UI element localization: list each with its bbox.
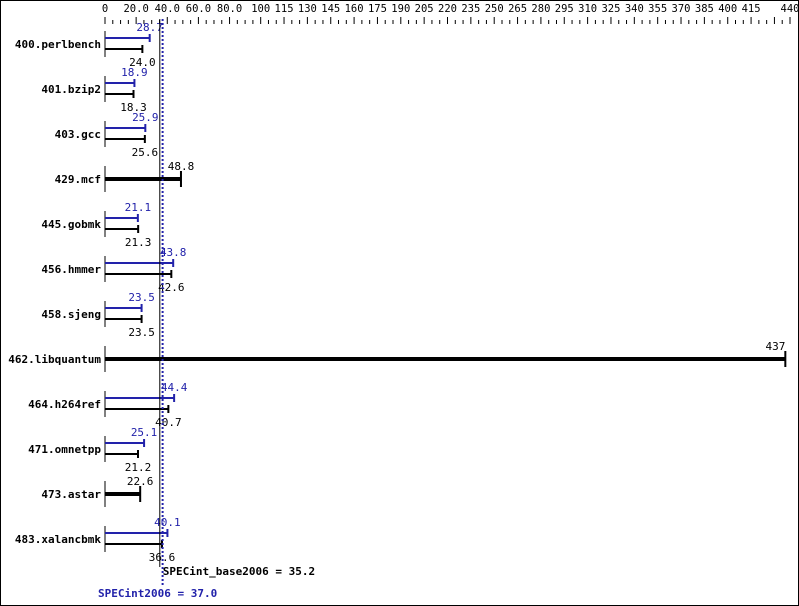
x-tick-label: 80.0 [217,3,242,15]
category-label: 464.h264ref [28,398,101,411]
category-label: 473.astar [41,488,101,501]
x-tick-label: 265 [508,3,527,15]
peak-bar [105,397,175,399]
peak-value-label: 28.7 [136,21,163,34]
peak-bar [105,262,174,264]
x-tick-label: 250 [485,3,504,15]
base-bar [105,138,145,140]
base-value-label: 48.8 [168,160,195,173]
base-bar [105,177,181,181]
category-label: 429.mcf [55,173,101,186]
base-value-label: 40.7 [155,416,182,429]
x-tick-label: 280 [531,3,550,15]
peak-value-label: 43.8 [160,246,187,259]
base-value-label: 21.3 [125,236,152,249]
x-tick-label: 160 [345,3,364,15]
x-tick-label: 190 [391,3,410,15]
x-tick-label: 0 [102,3,108,15]
base-value-label: 18.3 [120,101,147,114]
x-tick-label: 440 [781,3,798,15]
base-bar [105,492,141,496]
category-label: 400.perlbench [15,38,101,51]
x-tick-label: 310 [578,3,597,15]
category-label: 471.omnetpp [28,443,101,456]
base-value-label: 24.0 [129,56,156,69]
base-bar [105,228,139,230]
x-tick-label: 115 [275,3,294,15]
x-tick-label: 295 [555,3,574,15]
peak-value-label: 21.1 [125,201,152,214]
base-value-label: 42.6 [158,281,185,294]
x-tick-label: 175 [368,3,387,15]
peak-value-label: 23.5 [128,291,155,304]
category-label: 445.gobmk [41,218,101,231]
peak-value-label: 25.1 [131,426,158,439]
base-value-label: 437 [765,340,785,353]
base-bar [105,318,142,320]
peak-bar [105,37,150,39]
x-tick-label: 205 [415,3,434,15]
base-bar [105,273,172,275]
peak-bar [105,307,142,309]
x-tick-label: 340 [625,3,644,15]
peak-bar [105,532,168,534]
peak-reference-label: SPECint2006 = 37.0 [98,587,217,600]
x-tick-label: 355 [648,3,667,15]
base-reference-label: SPECint_base2006 = 35.2 [163,565,315,578]
x-tick-label: 130 [298,3,317,15]
x-tick-label: 385 [695,3,714,15]
base-bar [105,93,134,95]
peak-bar [105,82,135,84]
base-value-label: 23.5 [128,326,155,339]
x-tick-label: 220 [438,3,457,15]
base-value-label: 36.6 [149,551,176,564]
category-label: 456.hmmer [41,263,101,276]
base-value-label: 22.6 [127,475,154,488]
x-tick-label: 100 [251,3,270,15]
base-value-label: 21.2 [125,461,152,474]
x-tick-label: 145 [321,3,340,15]
peak-bar [105,127,146,129]
x-tick-label: 415 [742,3,761,15]
category-label: 462.libquantum [8,353,101,366]
x-tick-label: 400 [718,3,737,15]
x-tick-label: 325 [601,3,620,15]
x-tick-label: 235 [461,3,480,15]
x-tick-label: 60.0 [186,3,211,15]
base-bar [105,543,162,545]
x-tick-label: 370 [672,3,691,15]
peak-bar [105,217,138,219]
peak-bar [105,442,145,444]
category-label: 483.xalancbmk [15,533,101,546]
peak-value-label: 40.1 [154,516,181,529]
base-bar [105,408,169,410]
base-value-label: 25.6 [132,146,159,159]
base-bar [105,453,139,455]
peak-value-label: 44.4 [161,381,188,394]
peak-value-label: 25.9 [132,111,159,124]
peak-value-label: 18.9 [121,66,148,79]
x-tick-label: 40.0 [155,3,180,15]
category-label: 401.bzip2 [41,83,101,96]
base-bar [105,48,143,50]
category-label: 458.sjeng [41,308,101,321]
base-bar [105,357,786,361]
x-tick-label: 20.0 [123,3,148,15]
category-label: 403.gcc [55,128,101,141]
